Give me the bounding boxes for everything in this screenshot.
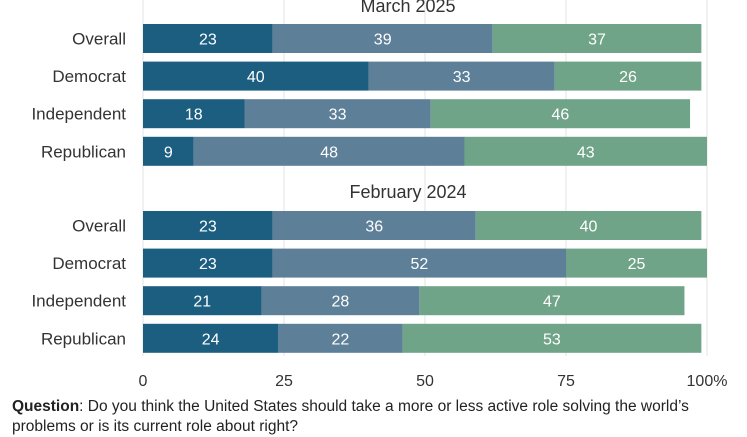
data-label: 23 — [199, 256, 217, 273]
category-label: Democrat — [52, 67, 126, 86]
bar-segment — [272, 24, 493, 53]
category-label: Democrat — [52, 254, 126, 273]
group-title: February 2024 — [349, 182, 466, 202]
data-label: 40 — [580, 219, 598, 236]
bar-segment — [402, 323, 702, 353]
category-label: Republican — [41, 329, 126, 348]
bar-segment — [566, 248, 707, 278]
bar-segment — [554, 61, 702, 91]
data-label: 39 — [374, 32, 392, 49]
data-label: 33 — [453, 69, 471, 86]
bar-segment — [475, 211, 702, 240]
bar-segment — [368, 61, 555, 91]
data-label: 23 — [199, 32, 217, 49]
data-label: 40 — [247, 69, 265, 86]
bar-segment — [143, 136, 194, 166]
bar-segment — [272, 248, 566, 278]
data-label: 21 — [193, 294, 211, 311]
question-footnote: Question: Do you think the United States… — [12, 397, 742, 437]
category-label: Independent — [31, 292, 126, 311]
bar-segment — [430, 99, 691, 129]
data-label: 25 — [628, 256, 646, 273]
data-label: 48 — [320, 144, 338, 161]
data-label: 22 — [332, 331, 350, 348]
data-label: 53 — [543, 331, 561, 348]
bar-segment — [261, 286, 420, 316]
data-label: 33 — [329, 107, 347, 124]
bar-segment — [193, 136, 465, 166]
data-label: 43 — [577, 144, 595, 161]
bar-segment — [143, 248, 273, 278]
bar-segment — [278, 323, 403, 353]
data-label: 46 — [551, 107, 569, 124]
bar-segment — [272, 211, 476, 240]
data-label: 37 — [588, 32, 606, 49]
data-label: 36 — [365, 219, 383, 236]
data-label: 52 — [410, 256, 428, 273]
bar-segment — [143, 323, 279, 353]
category-label: Overall — [72, 217, 126, 236]
bar-segment — [464, 136, 707, 166]
question-label: Question — [12, 398, 80, 415]
category-label: Overall — [72, 30, 126, 49]
bar-segment — [143, 61, 369, 91]
bar-segment — [244, 99, 431, 129]
category-label: Republican — [41, 142, 126, 161]
bar-segment — [143, 99, 245, 129]
x-tick-label: 75 — [557, 373, 575, 390]
x-tick-label: 25 — [275, 373, 293, 390]
stacked-bar-chart: 0 25 50 75 100% March 2025 Overall 23 39 37 Democr… — [31, 0, 728, 390]
bar-segment — [143, 286, 262, 316]
group-title: March 2025 — [360, 0, 455, 16]
data-label: 18 — [185, 107, 203, 124]
category-label: Independent — [31, 105, 126, 124]
data-label: 9 — [164, 144, 173, 161]
data-label: 28 — [332, 294, 350, 311]
bar-segment — [143, 24, 273, 53]
data-label: 26 — [619, 69, 637, 86]
question-text: : Do you think the United States should … — [12, 398, 689, 435]
x-tick-label: 0 — [139, 373, 148, 390]
bar-segment — [419, 286, 685, 316]
data-label: 24 — [202, 331, 220, 348]
bar-segment — [492, 24, 702, 53]
x-tick-label: 100% — [687, 373, 728, 390]
x-tick-label: 50 — [416, 373, 434, 390]
data-label: 23 — [199, 219, 217, 236]
bar-segment — [143, 211, 273, 240]
data-label: 47 — [543, 294, 561, 311]
